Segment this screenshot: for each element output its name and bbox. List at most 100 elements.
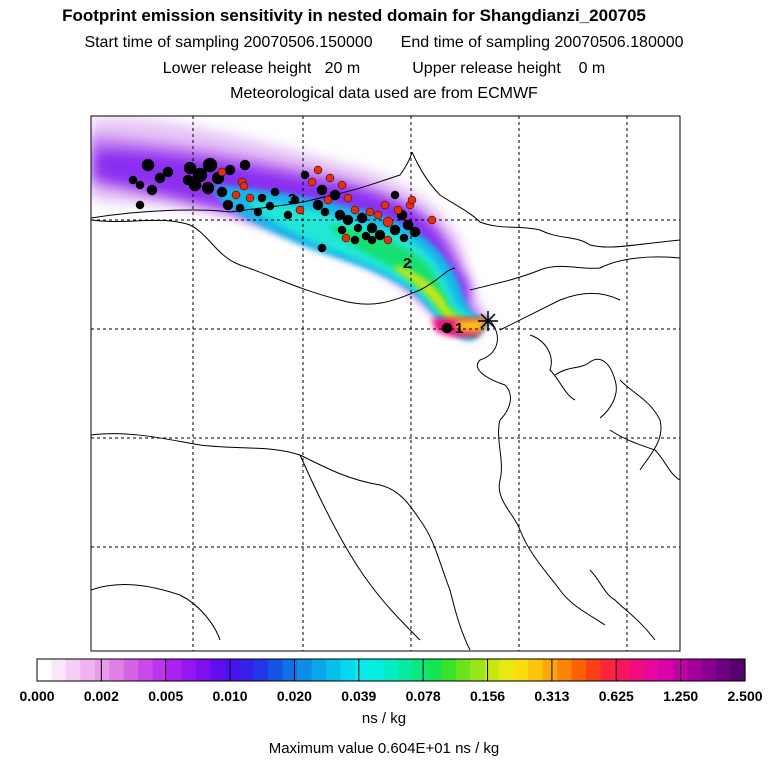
- black-cluster-dot: [135, 180, 145, 190]
- colorbar-cell: [427, 659, 443, 681]
- colorbar-cell: [383, 659, 399, 681]
- colorbar-cell: [513, 659, 529, 681]
- start-value: 20070506.150000: [243, 34, 373, 51]
- colorbar-tick-label: 0.078: [405, 688, 441, 704]
- red-cluster-dot: [231, 190, 241, 200]
- met-data-line: Meteorological data used are from ECMWF: [230, 85, 538, 102]
- colorbar-cell: [643, 659, 659, 681]
- black-cluster-dot: [441, 322, 453, 334]
- colorbar-cell: [687, 659, 703, 681]
- sampling-times: Start time of sampling 20070506.150000 En…: [0, 34, 768, 52]
- colorbar-tick-label: 0.625: [598, 688, 634, 704]
- colorbar-cell: [586, 659, 602, 681]
- black-cluster-dot: [290, 195, 300, 205]
- colorbar-cell: [224, 659, 240, 681]
- upper-value: 0 m: [578, 60, 606, 77]
- black-cluster-dot: [128, 175, 138, 185]
- black-cluster-dot: [409, 226, 421, 238]
- colorbar-cell: [210, 659, 226, 681]
- black-cluster-dot: [202, 157, 218, 173]
- colorbar-cell: [528, 659, 544, 681]
- black-cluster-dot: [334, 209, 346, 221]
- colorbar-cell: [123, 659, 139, 681]
- end-label: End time of sampling: [400, 34, 551, 51]
- map-title: Footprint emission sensitivity in nested…: [62, 6, 646, 25]
- black-cluster-dot: [146, 184, 158, 196]
- colorbar-cell: [181, 659, 197, 681]
- black-cluster-dot: [399, 233, 409, 243]
- black-cluster-dot: [361, 231, 371, 241]
- release-heights: Lower release height 20 m Upper release h…: [0, 60, 768, 78]
- red-cluster-dot: [407, 195, 417, 205]
- red-cluster-dot: [383, 235, 393, 245]
- black-cluster-dot: [141, 158, 155, 172]
- red-cluster-dot: [295, 205, 305, 215]
- colorbar-cell: [239, 659, 255, 681]
- colorbar-cell: [167, 659, 183, 681]
- red-cluster-dot: [239, 181, 249, 191]
- black-cluster-dot: [353, 223, 363, 233]
- lat-lon-grid: [91, 116, 680, 651]
- maximum-value: Maximum value 0.604E+01 ns / kg: [268, 740, 500, 757]
- red-cluster-dot: [323, 195, 333, 205]
- cluster-label-1: 1: [455, 320, 463, 337]
- colorbar-cell: [297, 659, 313, 681]
- cluster-label-3: 3: [288, 191, 296, 208]
- colorbar-cell: [311, 659, 327, 681]
- black-cluster-dot: [337, 225, 347, 235]
- black-cluster-dot: [182, 174, 194, 186]
- colorbar-cell: [340, 659, 356, 681]
- black-cluster-dot: [270, 187, 280, 197]
- colorbar-cell: [701, 659, 717, 681]
- black-cluster-dot: [356, 212, 368, 224]
- black-cluster-dot: [320, 207, 330, 217]
- colorbar-tick-label: 0.005: [148, 688, 184, 704]
- red-cluster-dot: [380, 200, 390, 210]
- colorbar-cell: [658, 659, 674, 681]
- colorbar-cell: [354, 659, 370, 681]
- colorbar-cell: [542, 659, 558, 681]
- colorbar-cell: [65, 659, 81, 681]
- colorbar-cell: [470, 659, 486, 681]
- red-cluster-dot: [313, 165, 323, 175]
- colorbar-cell: [152, 659, 168, 681]
- lower-value: 20 m: [324, 60, 361, 77]
- black-cluster-dot: [162, 166, 174, 178]
- black-cluster-dot: [350, 235, 360, 245]
- colorbar-cell: [94, 659, 110, 681]
- colorbar-tick-label: 0.156: [470, 688, 506, 704]
- black-cluster-dot: [367, 235, 377, 245]
- black-cluster-dot: [265, 201, 275, 211]
- colorbar-cell: [109, 659, 125, 681]
- colorbar-cell: [51, 659, 67, 681]
- black-cluster-dot: [183, 161, 197, 175]
- colorbar-cell: [369, 659, 385, 681]
- black-cluster-dot: [216, 186, 228, 198]
- red-cluster-dot: [307, 177, 317, 187]
- red-cluster-dot: [341, 233, 351, 243]
- black-cluster-dot: [154, 172, 166, 184]
- colorbar-tick-label: 1.250: [663, 688, 699, 704]
- colorbar-tick-label: 2.500: [727, 688, 763, 704]
- colorbar-cell: [195, 659, 211, 681]
- colorbar-cell: [325, 659, 342, 681]
- red-cluster-dot: [427, 215, 437, 225]
- black-cluster-dot: [283, 210, 293, 220]
- red-cluster-dot: [325, 173, 335, 183]
- black-cluster-dot: [374, 229, 386, 241]
- cluster-dots: [128, 157, 453, 334]
- colorbar-cell: [730, 659, 746, 681]
- red-cluster-dot: [382, 216, 394, 228]
- red-cluster-dot: [343, 193, 353, 203]
- red-cluster-dot: [365, 207, 375, 217]
- lower-label: Lower release height: [162, 60, 312, 77]
- start-label: Start time of sampling: [84, 34, 240, 51]
- red-cluster-dot: [350, 205, 360, 215]
- black-cluster-dot: [389, 224, 401, 236]
- colorbar-cell: [268, 659, 284, 681]
- black-cluster-dot: [316, 184, 328, 196]
- red-cluster-dot: [245, 193, 255, 203]
- colorbar-cell: [80, 659, 96, 681]
- colorbar-cell: [600, 659, 616, 681]
